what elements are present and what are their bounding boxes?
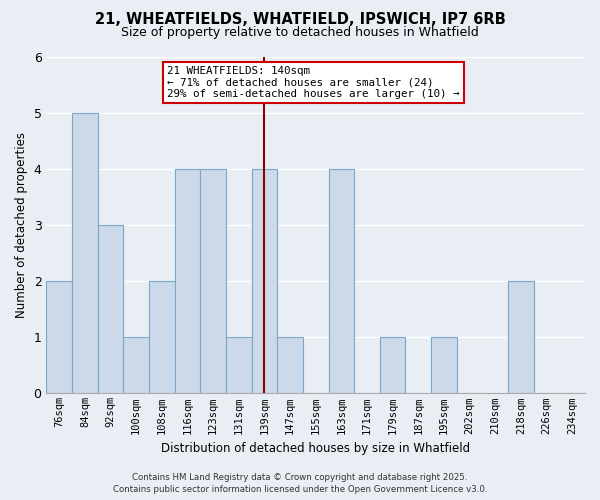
Bar <box>329 170 354 394</box>
Text: Contains HM Land Registry data © Crown copyright and database right 2025.
Contai: Contains HM Land Registry data © Crown c… <box>113 472 487 494</box>
Bar <box>277 338 303 394</box>
Bar <box>431 338 457 394</box>
Bar <box>508 282 534 394</box>
Y-axis label: Number of detached properties: Number of detached properties <box>15 132 28 318</box>
Text: 21, WHEATFIELDS, WHATFIELD, IPSWICH, IP7 6RB: 21, WHEATFIELDS, WHATFIELD, IPSWICH, IP7… <box>95 12 505 28</box>
Bar <box>175 170 200 394</box>
Bar <box>98 226 124 394</box>
Text: 21 WHEATFIELDS: 140sqm
← 71% of detached houses are smaller (24)
29% of semi-det: 21 WHEATFIELDS: 140sqm ← 71% of detached… <box>167 66 460 99</box>
X-axis label: Distribution of detached houses by size in Whatfield: Distribution of detached houses by size … <box>161 442 470 455</box>
Bar <box>46 282 72 394</box>
Bar <box>149 282 175 394</box>
Bar <box>226 338 251 394</box>
Bar <box>72 114 98 394</box>
Bar <box>380 338 406 394</box>
Bar <box>251 170 277 394</box>
Text: Size of property relative to detached houses in Whatfield: Size of property relative to detached ho… <box>121 26 479 39</box>
Bar <box>124 338 149 394</box>
Bar <box>200 170 226 394</box>
